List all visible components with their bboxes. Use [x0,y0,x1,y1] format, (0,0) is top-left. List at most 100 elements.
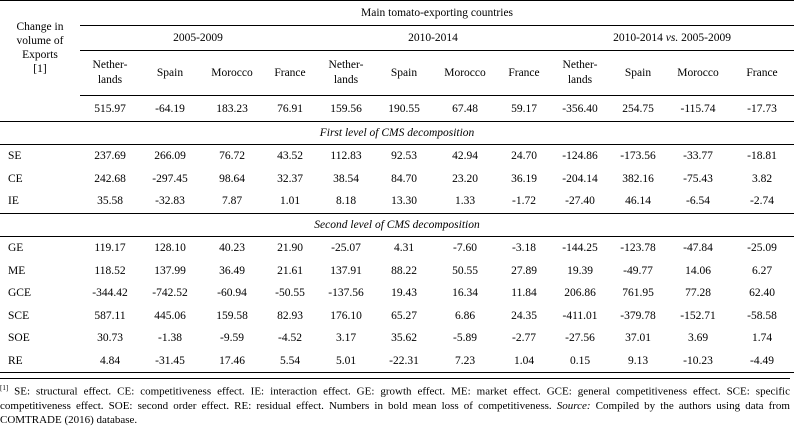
country-header: Nether-lands [80,50,140,96]
totals-cell: 183.23 [216,102,248,115]
table-cell: -75.43 [683,172,713,185]
country-header: Spain [610,50,666,96]
table-cell: -9.59 [220,332,244,345]
table-cell: 77.28 [685,287,711,300]
table-cell: 37.01 [625,332,651,345]
country-name-part: lands [97,74,123,86]
table-cell: -152.71 [680,309,716,322]
table-cell: 118.52 [94,264,126,277]
table-cell: 43.52 [277,150,303,163]
stub-line: Exports [22,49,58,62]
row-label: GCE [8,287,31,300]
table-cell: 9.13 [610,349,666,374]
country-name-part: Morocco [444,66,486,79]
table-cell: -1.72 [512,195,536,208]
section-title: First level of CMS decomposition [0,121,794,145]
cms-table: Change in volume of Exports [1] Main tomato… [0,0,794,374]
table-cell: -4.49 [730,349,794,374]
country-name-part: Morocco [677,66,719,79]
country-name-part: Nether- [328,59,364,71]
table-cell: 30.73 [97,332,123,345]
country-header: France [264,50,316,96]
table-cell: 1.01 [279,195,301,208]
totals-cell: -64.19 [155,102,185,115]
table-cell: -49.77 [623,264,653,277]
table-row: SE 237.69 266.09 76.72 43.52 112.83 92.53 42.94… [0,145,794,168]
table-cell: -27.40 [565,195,595,208]
table-cell: 46.14 [625,195,651,208]
table-row: SCE 587.11 445.06 159.58 82.93 176.10 65.27 6.8… [0,305,794,328]
table-cell: 176.10 [330,309,362,322]
table-cell: -411.01 [562,309,598,322]
table-cell: -27.56 [565,332,595,345]
table-cell: 137.91 [330,264,362,277]
table-cell: -58.58 [747,309,777,322]
totals-cell: 76.91 [277,102,303,115]
row-stub-header: Change in volume of Exports [1] [0,0,80,96]
country-header: Morocco [666,50,730,96]
row-label: CE [8,172,23,185]
stub-line: [1] [33,63,47,76]
table-cell: 14.06 [685,264,711,277]
country-name-part: Morocco [211,66,253,79]
table-cell: 11.84 [511,287,537,300]
table-cell: -60.94 [217,287,247,300]
country-name-part: Nether- [92,59,128,71]
stub-line: Change in [16,21,64,34]
totals-label [0,96,80,122]
table-cell: 206.86 [564,287,596,300]
period-header-2: 2010-2014 [316,25,550,51]
table-cell: -33.77 [683,150,713,163]
table-cell: 112.83 [330,150,362,163]
table-cell: -173.56 [620,150,656,163]
table-cell: 7.87 [221,195,243,208]
table-cell: -379.78 [620,309,656,322]
table-cell: -2.74 [750,195,774,208]
totals-cell: 515.97 [94,102,126,115]
table-cell: 0.15 [550,349,610,374]
table-cell: -742.52 [152,287,188,300]
footnote: [1] SE: structural effect. CE: competiti… [0,378,790,427]
table-cell: 4.84 [80,349,140,374]
footnote-text: SE: structural effect. CE: competitivene… [0,385,790,412]
table-cell: -4.52 [278,332,302,345]
country-name-part: France [274,66,306,79]
table-cell: -22.31 [376,349,432,374]
table-cell: 35.62 [391,332,417,345]
section-row: First level of CMS decomposition [0,121,794,145]
table-cell: 587.11 [94,309,126,322]
table-cell: 98.64 [219,172,245,185]
period-header-3: 2010-2014 vs. 2005-2009 [550,25,794,51]
period-row: 2005-2009 2010-2014 2010-2014 vs. 2005-2… [0,25,794,51]
totals-cell: -356.40 [562,102,598,115]
table-cell: 5.01 [316,349,376,374]
table-cell: 5.54 [264,349,316,374]
section-title: Second level of CMS decomposition [0,212,794,237]
table-cell: -124.86 [562,150,598,163]
table-cell: 19.43 [391,287,417,300]
table-cell: 62.40 [749,287,775,300]
table-cell: 119.17 [94,242,126,255]
table-cell: -31.45 [140,349,200,374]
totals-cell: -17.73 [747,102,777,115]
table-row: ME 118.52 137.99 36.49 21.61 137.91 88.22 50.55… [0,259,794,282]
table-cell: 38.54 [333,172,359,185]
table-cell: -1.38 [158,332,182,345]
country-name-part: Spain [624,66,652,79]
period-header-1: 2005-2009 [80,25,316,51]
country-name-part: Spain [156,66,184,79]
table-cell: 16.34 [452,287,478,300]
table-cell: 3.17 [335,332,357,345]
table-cell: 3.82 [751,172,773,185]
table-cell: 65.27 [391,309,417,322]
table-cell: 40.23 [219,242,245,255]
country-name-part: France [746,66,778,79]
table-cell: 13.30 [391,195,417,208]
table-cell: 36.19 [511,172,537,185]
table-cell: 36.49 [219,264,245,277]
title-row: Change in volume of Exports [1] Main tomato… [0,0,794,96]
table-cell: -25.09 [747,242,777,255]
row-label: SOE [8,332,30,345]
totals-cell: 159.56 [330,102,362,115]
